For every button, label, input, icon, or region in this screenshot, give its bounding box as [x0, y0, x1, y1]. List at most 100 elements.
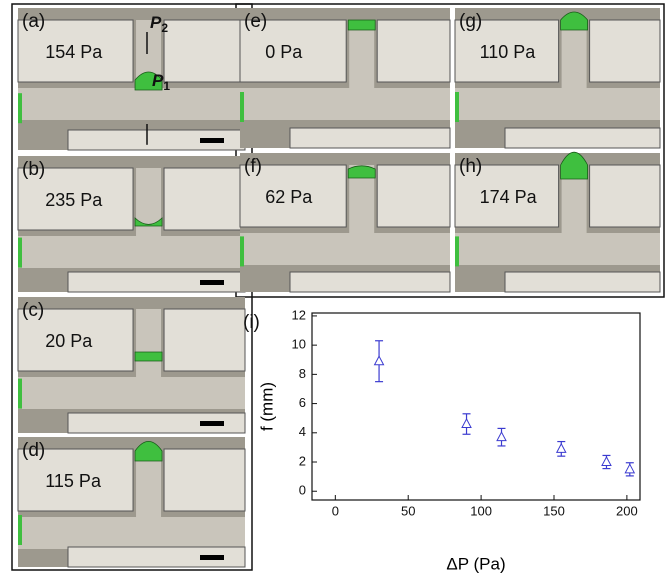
subscript: 2 — [161, 21, 168, 35]
channel-edge — [240, 92, 244, 122]
channel-edge — [455, 236, 459, 267]
meniscus — [134, 351, 163, 362]
symbol: P — [152, 71, 164, 90]
wall — [17, 308, 134, 372]
channel — [455, 233, 660, 265]
wall — [504, 271, 661, 293]
neck — [136, 309, 162, 379]
wall — [239, 164, 347, 228]
micrograph: (a)154 Pa — [17, 8, 246, 151]
y-tick-label: 0 — [299, 483, 306, 498]
neck — [349, 20, 375, 90]
meniscus — [560, 11, 588, 31]
meniscus — [347, 165, 376, 179]
pressure-label: 174 Pa — [480, 187, 538, 207]
y-tick-label: 2 — [299, 453, 306, 468]
y-axis-label: f (mm) — [257, 382, 276, 431]
channel-edge — [18, 515, 22, 545]
y-tick-label: 8 — [299, 366, 306, 381]
micrograph: (h) 174 Pa — [454, 151, 661, 293]
point — [496, 431, 507, 442]
pressure-symbol: P1 — [152, 71, 170, 93]
wall — [239, 19, 347, 83]
micrograph: (e) 0 Pa — [239, 8, 451, 149]
y-tick-label: 4 — [299, 424, 306, 439]
scale-bar — [200, 555, 224, 560]
panel-label: (i) — [243, 312, 260, 333]
wall — [163, 308, 246, 372]
meniscus — [134, 441, 163, 462]
wall — [163, 448, 246, 512]
meniscus — [560, 151, 588, 180]
pressure-label: 110 Pa — [480, 42, 537, 62]
panel-label: (c) — [22, 300, 44, 321]
x-tick-label: 150 — [543, 503, 565, 518]
panel-label: (f) — [244, 156, 262, 177]
subscript: 1 — [163, 79, 170, 93]
panel-label: (g) — [459, 11, 482, 32]
channel — [18, 377, 245, 409]
micrograph: (b)235 Pa — [17, 156, 246, 293]
wall — [289, 271, 451, 293]
channel — [240, 233, 450, 265]
wall — [289, 127, 451, 149]
panel-label: (b) — [22, 159, 45, 180]
wall — [454, 164, 560, 228]
panel-label: (h) — [459, 156, 482, 177]
micrograph: (d)115 Pa — [17, 437, 246, 568]
point — [624, 463, 636, 474]
wall — [504, 127, 661, 149]
channel — [18, 517, 245, 549]
y-tick-label: 10 — [292, 337, 306, 352]
wall — [17, 167, 134, 231]
wall — [589, 19, 661, 83]
pressure-label: 235 Pa — [45, 190, 103, 210]
scale-bar — [200, 421, 224, 426]
wall — [163, 167, 246, 231]
channel-edge — [455, 92, 459, 122]
micrograph: (g) 110 Pa — [454, 8, 661, 149]
pressure-symbol: P2 — [150, 13, 168, 35]
x-axis-label: ΔP (Pa) — [446, 554, 505, 573]
micrograph: (f)62 Pa — [239, 153, 451, 293]
neck — [136, 168, 162, 238]
channel — [240, 88, 450, 120]
pressure-label: 62 Pa — [265, 187, 313, 207]
x-tick-label: 200 — [616, 503, 638, 518]
wall — [163, 19, 246, 83]
micrograph: (c)20 Pa — [17, 297, 246, 434]
panel-label: (d) — [22, 440, 45, 461]
wall — [589, 164, 661, 228]
wall — [67, 546, 246, 568]
channel — [18, 88, 245, 120]
pressure-label: 20 Pa — [45, 331, 93, 351]
x-tick-label: 0 — [332, 503, 339, 518]
scale-bar — [200, 138, 224, 143]
wall — [17, 448, 134, 512]
channel — [455, 88, 660, 120]
x-tick-label: 50 — [401, 503, 415, 518]
pressure-label: 0 Pa — [265, 42, 303, 62]
y-tick-label: 12 — [292, 307, 306, 322]
pressure-label: 154 Pa — [45, 42, 103, 62]
channel-edge — [240, 236, 244, 267]
wall — [454, 19, 560, 83]
wall — [376, 19, 451, 83]
meniscus — [347, 19, 376, 31]
wall — [17, 19, 134, 83]
panel-label: (e) — [244, 11, 267, 32]
scale-bar — [200, 280, 224, 285]
point — [555, 442, 567, 453]
channel-edge — [18, 378, 22, 409]
neck — [561, 20, 587, 90]
meniscus — [134, 217, 163, 227]
pressure-label: 115 Pa — [45, 471, 102, 491]
symbol: P — [150, 13, 162, 32]
x-tick-label: 100 — [470, 503, 492, 518]
wall — [67, 412, 246, 434]
channel-edge — [18, 237, 22, 268]
channel — [18, 236, 245, 268]
y-tick-label: 6 — [299, 395, 306, 410]
channel-edge — [18, 93, 22, 124]
wall — [376, 164, 451, 228]
